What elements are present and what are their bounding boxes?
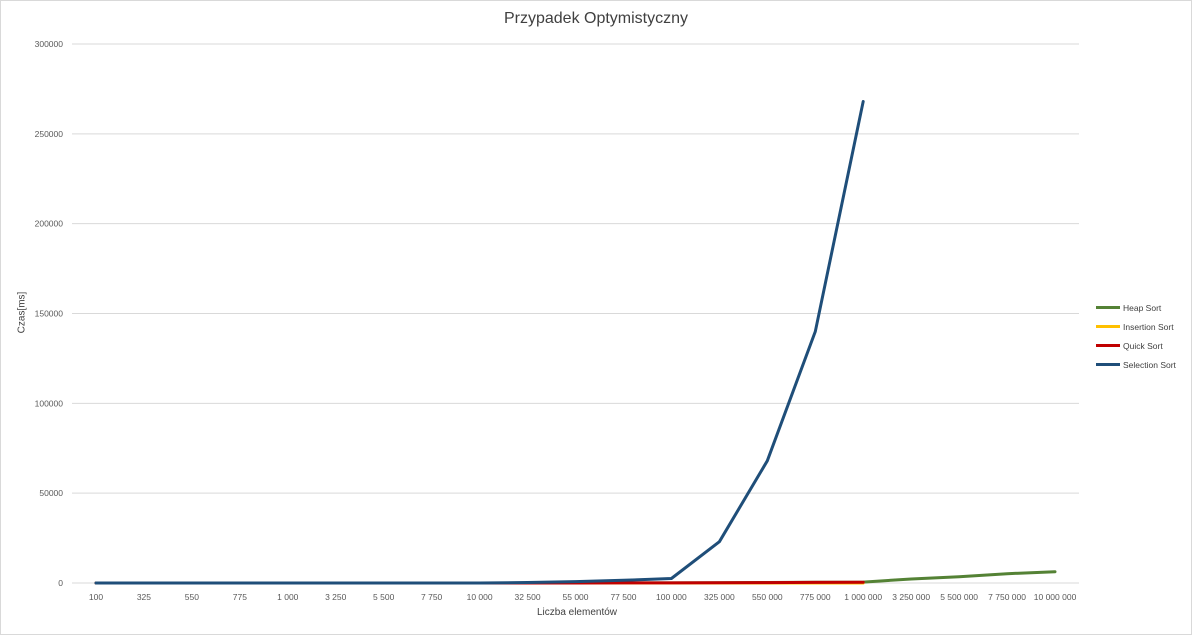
x-tick-label: 10 000 [467, 592, 493, 602]
y-tick-label: 300000 [35, 39, 64, 49]
x-tick-label: 775 [233, 592, 247, 602]
x-tick-label: 55 000 [563, 592, 589, 602]
series-line-selection-sort [94, 100, 865, 585]
legend-label: Quick Sort [1123, 340, 1163, 351]
x-tick-label: 5 500 000 [940, 592, 978, 602]
x-tick-label: 1 000 000 [844, 592, 882, 602]
legend-swatch [1096, 344, 1120, 347]
x-tick-label: 100 [89, 592, 103, 602]
x-tick-label: 325 [137, 592, 151, 602]
x-tick-label: 5 500 [373, 592, 395, 602]
x-tick-label: 775 000 [800, 592, 831, 602]
legend-item: Selection Sort [1096, 355, 1176, 374]
x-tick-label: 550 [185, 592, 199, 602]
y-tick-label: 50000 [39, 488, 63, 498]
legend-label: Selection Sort [1123, 359, 1176, 370]
x-tick-label: 77 500 [610, 592, 636, 602]
legend-item: Insertion Sort [1096, 317, 1176, 336]
legend-label: Insertion Sort [1123, 321, 1174, 332]
legend-label: Heap Sort [1123, 302, 1162, 313]
x-axis-label: Liczba elementów [536, 607, 618, 618]
legend-item: Heap Sort [1096, 298, 1176, 317]
legend: Heap Sort Insertion Sort Quick Sort Selecti… [1096, 298, 1176, 374]
legend-item: Quick Sort [1096, 336, 1176, 355]
y-tick-label: 0 [58, 578, 63, 588]
x-tick-label: 3 250 [325, 592, 347, 602]
legend-swatch [1096, 325, 1120, 328]
x-tick-label: 32 500 [515, 592, 541, 602]
x-tick-label: 10 000 000 [1034, 592, 1077, 602]
x-tick-label: 7 750 [421, 592, 443, 602]
x-tick-label: 325 000 [704, 592, 735, 602]
y-tick-label: 150000 [35, 309, 64, 319]
x-tick-label: 100 000 [656, 592, 687, 602]
legend-swatch [1096, 363, 1120, 366]
x-tick-label: 7 750 000 [988, 592, 1026, 602]
chart-title: Przypadek Optymistyczny [503, 10, 689, 27]
y-tick-label: 200000 [35, 219, 64, 229]
y-tick-label: 100000 [35, 398, 64, 408]
x-tick-label: 1 000 [277, 592, 299, 602]
x-tick-label: 3 250 000 [892, 592, 930, 602]
x-tick-label: 550 000 [752, 592, 783, 602]
legend-swatch [1096, 306, 1120, 309]
y-tick-label: 250000 [35, 129, 64, 139]
